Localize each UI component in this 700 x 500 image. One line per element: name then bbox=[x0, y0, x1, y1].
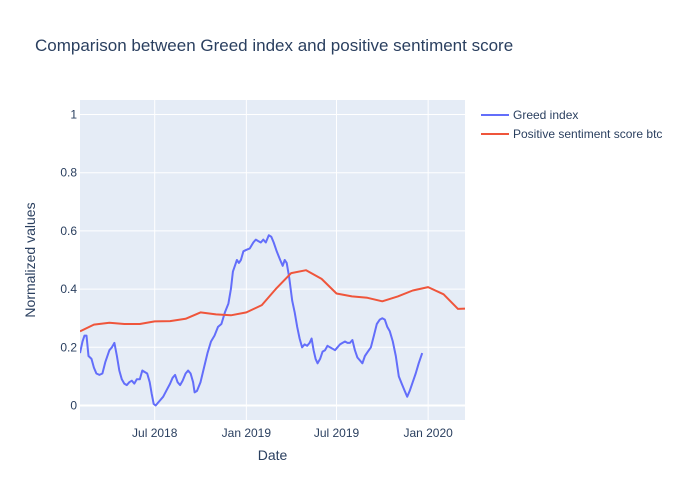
series-line-positive-sentiment bbox=[80, 269, 465, 333]
series-line-greed-index bbox=[80, 234, 424, 407]
y-tick-label: 0.8 bbox=[60, 166, 77, 180]
x-axis-ticks: Jul 2018 Jan 2019 Jul 2019 Jan 2020 bbox=[132, 426, 453, 440]
y-axis-title: Normalized values bbox=[22, 202, 38, 317]
grid bbox=[80, 100, 465, 420]
x-axis-title: Date bbox=[258, 447, 288, 463]
legend-label: Positive sentiment score btc bbox=[513, 127, 662, 141]
legend[interactable]: Greed index Positive sentiment score btc bbox=[481, 108, 662, 141]
y-tick-label: 0.6 bbox=[60, 224, 77, 238]
y-axis-ticks: 0 0.2 0.4 0.6 0.8 1 bbox=[60, 108, 77, 413]
y-tick-label: 1 bbox=[70, 108, 77, 122]
series-layer bbox=[80, 234, 465, 407]
x-tick-label: Jul 2018 bbox=[132, 426, 178, 440]
y-tick-label: 0.4 bbox=[60, 282, 77, 296]
legend-label: Greed index bbox=[513, 108, 578, 122]
plot-area bbox=[80, 100, 465, 420]
x-tick-label: Jul 2019 bbox=[314, 426, 360, 440]
legend-item[interactable]: Positive sentiment score btc bbox=[481, 127, 662, 141]
y-tick-label: 0 bbox=[70, 398, 77, 412]
legend-item[interactable]: Greed index bbox=[481, 108, 578, 122]
x-tick-label: Jan 2020 bbox=[403, 426, 453, 440]
x-tick-label: Jan 2019 bbox=[222, 426, 272, 440]
y-tick-label: 0.2 bbox=[60, 340, 77, 354]
chart-title: Comparison between Greed index and posit… bbox=[35, 36, 513, 55]
